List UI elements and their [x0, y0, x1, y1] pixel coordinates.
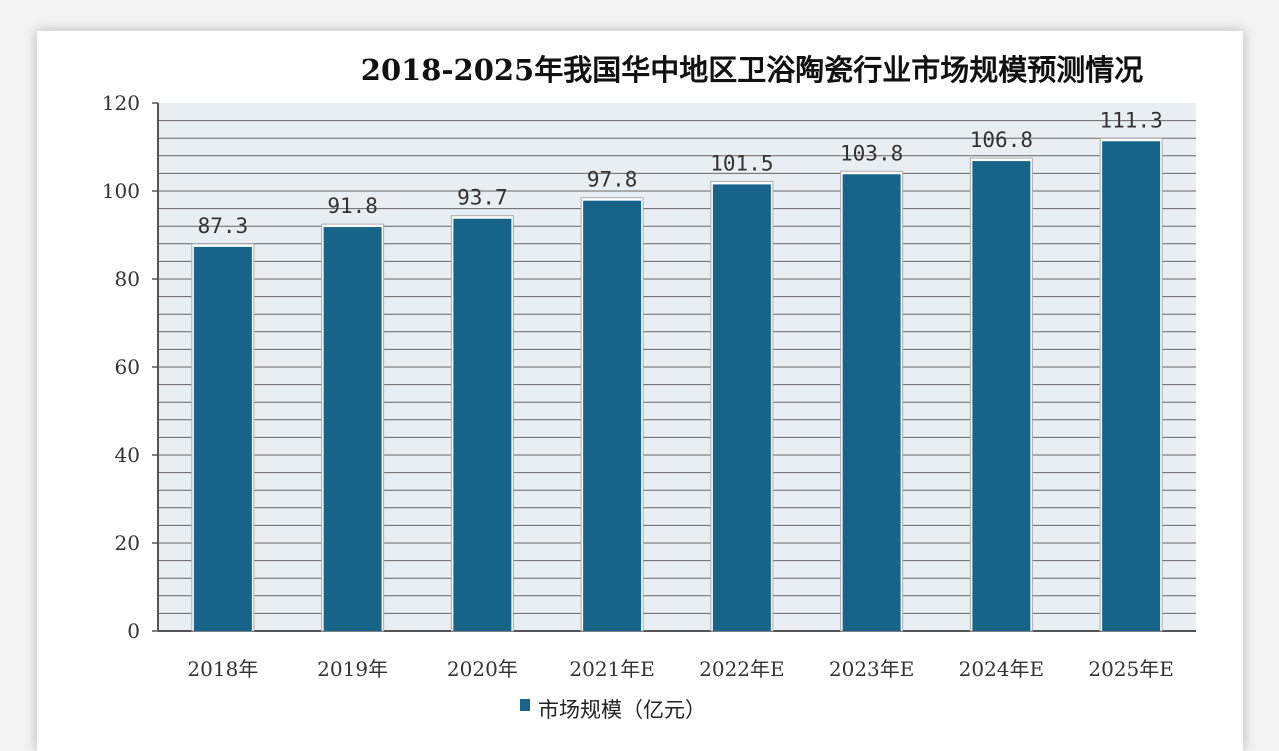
data-label: 93.7	[457, 186, 508, 210]
data-label: 87.3	[198, 214, 249, 238]
bar	[193, 246, 252, 631]
bar	[972, 161, 1031, 631]
x-tick-label: 2025年E	[1088, 657, 1174, 681]
y-tick-label: 120	[102, 91, 140, 115]
data-label: 106.8	[970, 128, 1033, 152]
y-tick-label: 40	[115, 443, 140, 467]
legend: 市场规模（亿元）	[520, 698, 706, 722]
chart-title: 2018-2025年我国华中地区卫浴陶瓷行业市场规模预测情况	[361, 53, 1143, 87]
data-label: 91.8	[327, 194, 378, 218]
x-tick-label: 2019年	[317, 657, 388, 681]
data-label: 111.3	[1100, 108, 1163, 132]
x-tick-label: 2020年	[447, 657, 518, 681]
y-tick-label: 20	[115, 531, 140, 555]
y-tick-label: 100	[102, 179, 140, 203]
y-tick-label: 80	[115, 267, 140, 291]
x-tick-label: 2022年E	[699, 657, 785, 681]
bar	[842, 174, 901, 631]
data-label: 103.8	[840, 141, 903, 165]
data-label: 97.8	[587, 168, 638, 192]
bar-chart: 2018-2025年我国华中地区卫浴陶瓷行业市场规模预测情况 0 20 40 60 80…	[102, 53, 1196, 722]
y-tick-label: 60	[115, 355, 140, 379]
bar	[453, 218, 512, 631]
x-tick-label: 2024年E	[959, 657, 1045, 681]
data-label: 101.5	[710, 151, 773, 175]
legend-swatch	[520, 699, 530, 711]
bar	[712, 184, 771, 631]
y-tick-label: 0	[127, 619, 140, 643]
bar	[1102, 141, 1161, 631]
bar	[583, 200, 642, 631]
x-tick-label: 2018年	[187, 657, 258, 681]
x-tick-label: 2021年E	[569, 657, 655, 681]
bar	[323, 227, 382, 631]
legend-label: 市场规模（亿元）	[538, 698, 706, 722]
x-tick-label: 2023年E	[829, 657, 915, 681]
